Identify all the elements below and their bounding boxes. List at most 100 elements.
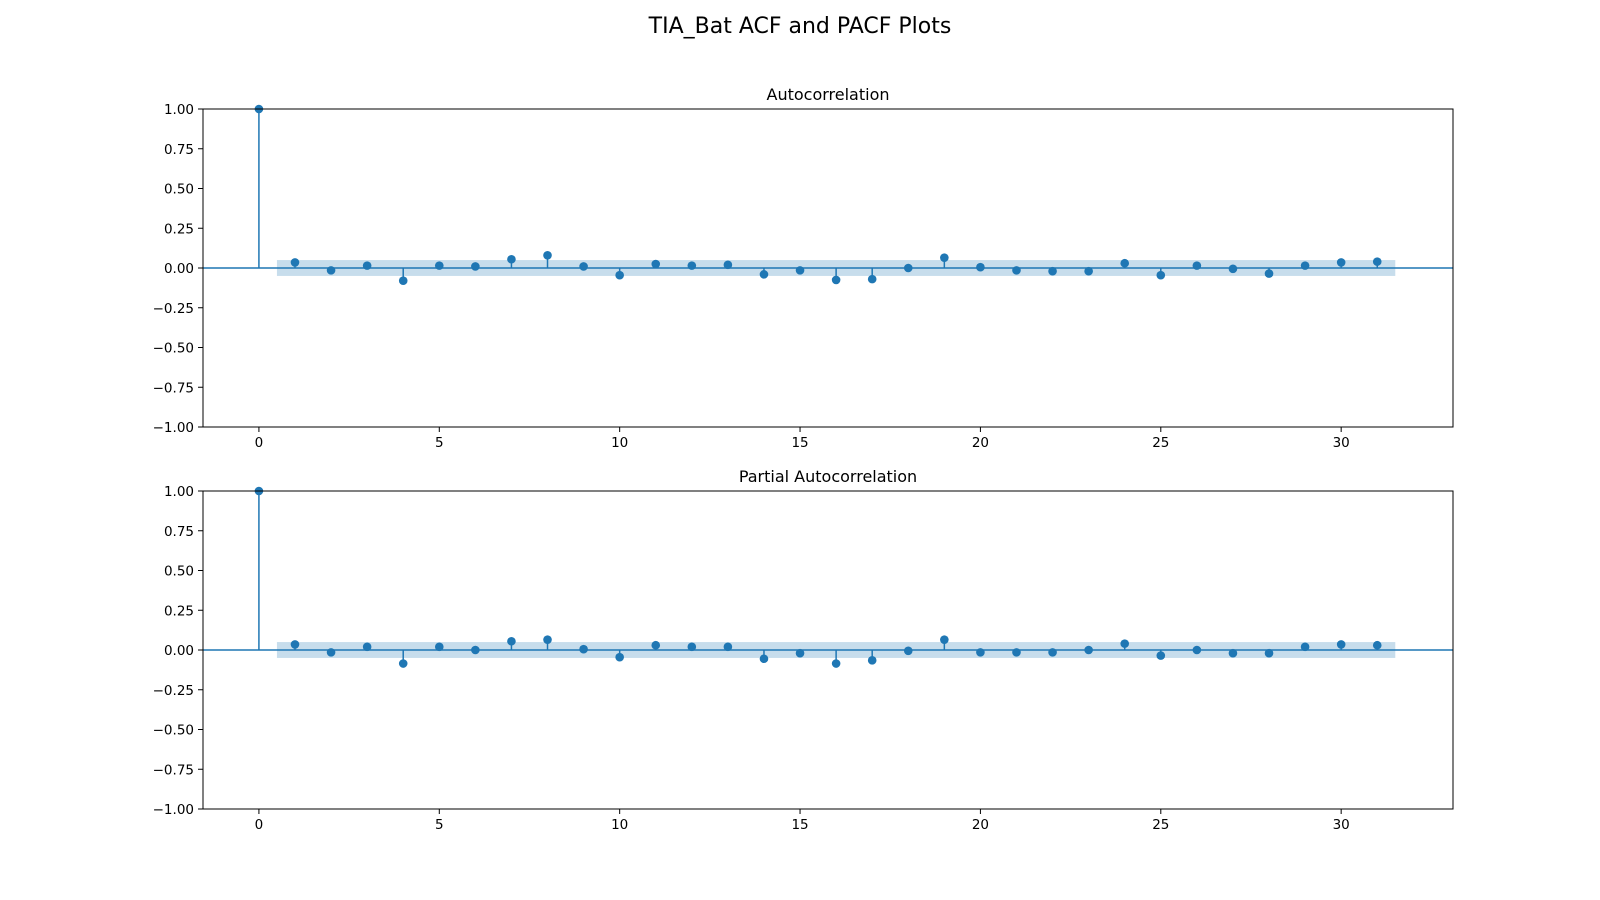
data-point — [867, 274, 877, 284]
data-point — [1300, 261, 1310, 270]
data-point — [723, 642, 733, 652]
data-point — [1120, 639, 1130, 648]
acf-subplot: Autocorrelation 0 5 10 15 20 25 30 1.00 0.75 0.50 0… — [153, 85, 1454, 451]
data-point — [867, 656, 877, 665]
data-point — [290, 258, 300, 267]
data-point — [1120, 258, 1130, 268]
data-point — [687, 261, 697, 270]
data-point — [398, 659, 408, 668]
data-point — [326, 266, 336, 275]
data-point — [1012, 266, 1021, 275]
y-tick-label: 0.75 — [164, 142, 194, 158]
data-point — [1156, 270, 1166, 280]
data-point — [759, 654, 769, 664]
data-point — [579, 262, 588, 271]
data-point — [471, 645, 480, 655]
data-point — [1192, 261, 1202, 270]
data-point — [1228, 648, 1238, 658]
y-tick-label: 0.75 — [164, 524, 194, 540]
data-point — [543, 635, 552, 644]
x-tick-label: 15 — [791, 817, 808, 833]
y-tick-label: 1.00 — [164, 102, 194, 118]
subplot-title: Autocorrelation — [767, 85, 890, 104]
y-tick-label: −0.25 — [153, 301, 194, 317]
y-tick-label: 0.25 — [164, 221, 194, 237]
x-tick-label: 20 — [972, 817, 989, 833]
data-point — [1084, 266, 1093, 276]
data-point — [434, 642, 444, 652]
data-point — [290, 640, 300, 649]
data-point — [1336, 640, 1346, 649]
data-point — [1336, 258, 1346, 267]
data-point — [759, 270, 769, 279]
y-tick-label: −0.25 — [153, 683, 194, 699]
data-point — [1084, 645, 1093, 655]
x-tick-label: 10 — [611, 817, 628, 833]
x-tick-label: 20 — [972, 435, 989, 451]
data-point — [615, 270, 624, 280]
y-tick-label: 0.00 — [164, 643, 194, 659]
data-point — [940, 253, 949, 262]
y-tick-label: 1.00 — [164, 484, 194, 500]
pacf-subplot: Partial Autocorrelation 0 5 10 15 20 25 30 1.00 0… — [153, 467, 1454, 833]
y-tick-label: 0.00 — [164, 261, 194, 277]
data-point — [795, 266, 805, 275]
data-point — [1264, 648, 1274, 658]
data-point — [1372, 257, 1382, 266]
data-point — [903, 263, 913, 273]
data-point — [1192, 645, 1202, 655]
y-tick-label: −0.50 — [153, 341, 194, 357]
data-point — [471, 262, 480, 271]
data-point — [1228, 264, 1238, 274]
y-tick-label: −0.75 — [153, 380, 194, 396]
data-point — [723, 260, 733, 270]
data-point — [615, 652, 624, 662]
data-point — [651, 640, 661, 650]
data-point — [1264, 269, 1274, 278]
data-point — [1156, 651, 1166, 660]
data-point — [434, 261, 444, 270]
data-point — [651, 259, 661, 269]
y-tick-label: −0.50 — [153, 723, 194, 739]
y-tick-label: 0.25 — [164, 603, 194, 619]
data-point — [940, 635, 949, 644]
y-tick-label: −1.00 — [153, 420, 194, 436]
data-point — [976, 262, 985, 272]
data-point — [1012, 648, 1021, 657]
x-tick-label: 0 — [255, 817, 264, 833]
y-tick-label: −0.75 — [153, 762, 194, 778]
x-tick-label: 30 — [1333, 435, 1350, 451]
data-point — [687, 642, 697, 652]
y-tick-label: 0.50 — [164, 182, 194, 198]
y-tick-label: 0.50 — [164, 564, 194, 580]
x-tick-label: 10 — [611, 435, 628, 451]
data-point — [326, 648, 336, 657]
figure-title: TIA_Bat ACF and PACF Plots — [648, 14, 952, 39]
data-point — [543, 250, 552, 260]
data-point — [579, 644, 588, 654]
x-tick-label: 5 — [435, 435, 444, 451]
data-point — [831, 659, 841, 668]
data-point — [831, 275, 841, 285]
data-point — [795, 648, 805, 658]
x-tick-label: 0 — [255, 435, 264, 451]
data-point — [362, 261, 372, 270]
x-tick-label: 30 — [1333, 817, 1350, 833]
data-point — [1048, 266, 1057, 276]
data-point — [1300, 642, 1310, 652]
data-point — [976, 648, 985, 657]
y-tick-label: −1.00 — [153, 802, 194, 818]
x-tick-label: 25 — [1152, 817, 1169, 833]
data-point — [1372, 640, 1382, 650]
x-tick-label: 15 — [791, 435, 808, 451]
data-point — [398, 276, 408, 286]
x-tick-label: 25 — [1152, 435, 1169, 451]
data-point — [362, 642, 372, 652]
data-point — [903, 646, 913, 656]
data-point — [507, 636, 516, 646]
x-tick-label: 5 — [435, 817, 444, 833]
data-point — [507, 254, 516, 264]
data-point — [1048, 648, 1057, 657]
subplot-title: Partial Autocorrelation — [739, 467, 917, 486]
